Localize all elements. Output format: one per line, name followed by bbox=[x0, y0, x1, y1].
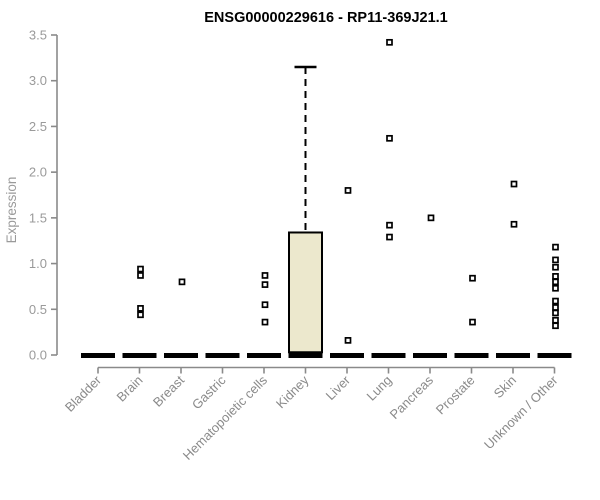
data-point bbox=[386, 38, 393, 46]
data-point bbox=[552, 297, 559, 305]
data-point bbox=[552, 309, 559, 317]
y-axis-title: Expression bbox=[4, 177, 19, 244]
data-point bbox=[427, 214, 435, 222]
y-tick-label: 3.0 bbox=[29, 73, 47, 88]
data-point bbox=[552, 278, 559, 286]
median-bar bbox=[371, 353, 406, 358]
y-tick-label: 3.5 bbox=[29, 28, 47, 43]
data-point bbox=[261, 272, 269, 279]
median-bar bbox=[81, 353, 115, 358]
category-label: Breast bbox=[150, 372, 187, 409]
data-point bbox=[137, 311, 144, 319]
category-label: Liver bbox=[323, 372, 354, 403]
median-bar bbox=[122, 353, 157, 358]
data-point bbox=[386, 134, 393, 142]
data-point bbox=[469, 274, 476, 282]
median-bar bbox=[288, 353, 323, 358]
data-point bbox=[261, 281, 269, 288]
data-point bbox=[344, 187, 352, 194]
category-label: Prostate bbox=[433, 373, 478, 418]
category-label: Gastric bbox=[189, 372, 229, 412]
median-bar bbox=[205, 353, 240, 358]
category-label: Bladder bbox=[62, 372, 105, 415]
data-point bbox=[261, 318, 269, 326]
data-point bbox=[552, 284, 559, 292]
data-point bbox=[137, 272, 144, 279]
data-point bbox=[386, 233, 393, 241]
y-tick-label: 1.5 bbox=[29, 210, 47, 225]
box bbox=[288, 231, 323, 354]
data-point bbox=[137, 305, 144, 312]
y-tick-label: 2.5 bbox=[29, 119, 47, 134]
median-bar bbox=[330, 353, 364, 358]
median-bar bbox=[164, 353, 198, 358]
data-point bbox=[552, 316, 559, 324]
data-point bbox=[552, 243, 559, 251]
data-point bbox=[552, 273, 559, 280]
median-bar bbox=[454, 353, 489, 358]
data-point bbox=[178, 278, 186, 286]
y-tick-label: 0.0 bbox=[29, 348, 47, 363]
category-label: Unknown / Other bbox=[481, 372, 561, 452]
median-bar bbox=[537, 353, 572, 358]
y-tick-label: 0.5 bbox=[29, 302, 47, 317]
y-tick-label: 2.0 bbox=[29, 165, 47, 180]
data-point bbox=[344, 337, 352, 344]
median-bar bbox=[247, 353, 281, 358]
data-point bbox=[552, 304, 559, 311]
chart-title: ENSG00000229616 - RP11-369J21.1 bbox=[204, 10, 447, 26]
data-point bbox=[510, 220, 518, 228]
category-label: Pancreas bbox=[387, 372, 437, 422]
category-label: Kidney bbox=[273, 372, 312, 411]
data-point bbox=[552, 256, 559, 264]
plot-area: 0.0 0.5 1.0 1.5 2.0 2.5 3.0 3.5 Bladder Brain Brea… bbox=[29, 28, 572, 463]
data-point bbox=[469, 318, 476, 326]
median-bar bbox=[496, 353, 530, 358]
data-point bbox=[552, 263, 559, 271]
category-label: Lung bbox=[364, 373, 395, 404]
data-point bbox=[261, 301, 269, 309]
y-tick-label: 1.0 bbox=[29, 256, 47, 271]
data-point bbox=[137, 265, 144, 273]
data-point bbox=[386, 221, 393, 229]
category-label: Skin bbox=[491, 373, 519, 401]
category-label: Brain bbox=[114, 373, 146, 405]
data-point bbox=[510, 180, 518, 188]
median-bar bbox=[413, 353, 447, 358]
data-point bbox=[552, 322, 559, 330]
